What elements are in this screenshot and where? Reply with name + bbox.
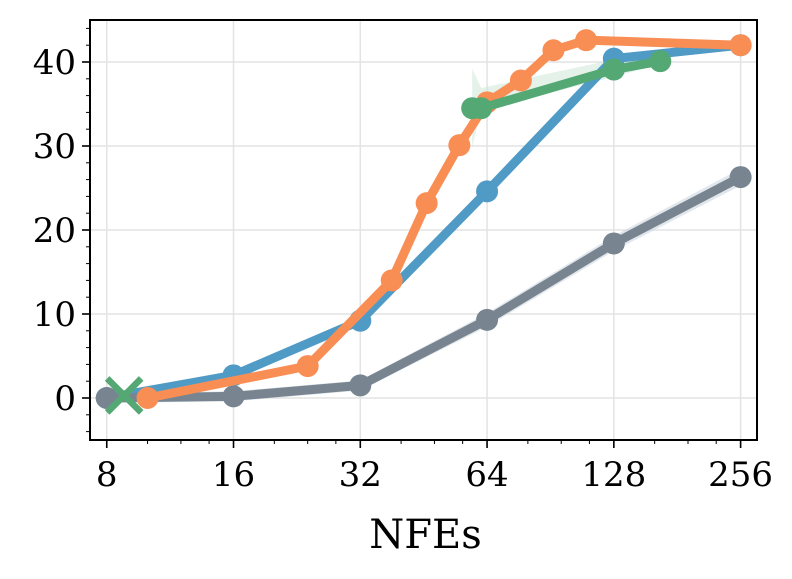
x-tick-label: 8 <box>96 455 118 495</box>
data-point <box>296 355 319 378</box>
y-tick-label: 0 <box>54 379 76 419</box>
data-point <box>415 192 438 215</box>
x-marker <box>104 376 144 415</box>
x-tick-label: 128 <box>581 455 646 495</box>
data-point <box>509 69 532 92</box>
data-point <box>448 134 471 157</box>
data-point <box>470 97 493 120</box>
data-point <box>602 232 625 255</box>
data-point <box>729 34 752 57</box>
x-axis-label: NFEs <box>369 512 481 558</box>
data-point <box>136 387 159 409</box>
y-tick-label: 40 <box>33 43 76 83</box>
data-point <box>575 29 598 52</box>
series-line <box>143 35 746 403</box>
data-point <box>349 374 372 397</box>
data-point <box>649 50 672 73</box>
data-point <box>476 180 499 203</box>
y-tick-label: 10 <box>33 295 76 335</box>
grid <box>90 20 757 440</box>
data-point <box>476 308 499 331</box>
x-tick-label: 64 <box>465 455 508 495</box>
data-point <box>380 269 403 292</box>
data-point <box>222 385 245 408</box>
data-point <box>542 39 565 62</box>
series-group <box>95 29 752 415</box>
series-line <box>102 172 746 403</box>
data-point <box>602 58 625 81</box>
y-tick-label: 20 <box>33 211 76 251</box>
x-tick-label: 16 <box>212 455 255 495</box>
data-point <box>729 166 752 189</box>
ticks: 8 16 32 64 128 256 0 10 20 30 40 <box>33 27 773 495</box>
x-tick-label: 32 <box>339 455 382 495</box>
series-line <box>102 40 746 403</box>
x-tick-label: 256 <box>708 455 773 495</box>
y-tick-label: 30 <box>33 127 76 167</box>
